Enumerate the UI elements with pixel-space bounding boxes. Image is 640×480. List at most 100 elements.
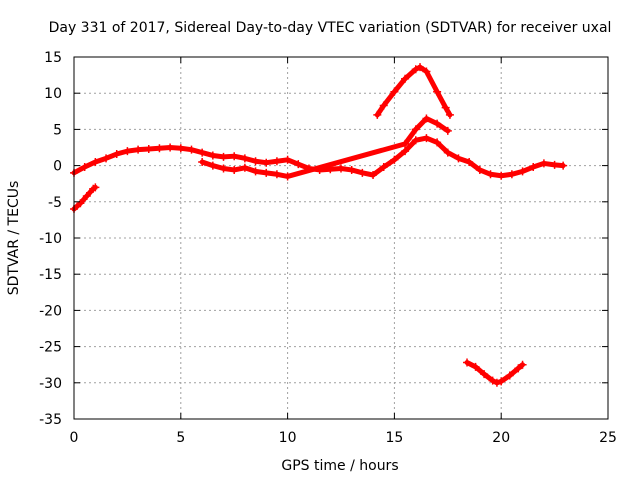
data-point [208,161,217,170]
data-point [441,103,450,112]
data-point [454,154,463,163]
data-point [529,163,538,172]
data-point [514,364,523,373]
y-tick-label: 15 [44,50,62,66]
data-point [411,65,420,74]
data-point [230,165,239,174]
data-point [112,150,121,159]
data-point [445,110,454,119]
data-point [272,170,281,179]
data-point [187,145,196,154]
data-point [251,157,260,166]
data-point [80,163,89,172]
data-point [463,358,472,367]
chart-title: Day 331 of 2017, Sidereal Day-to-day VTE… [49,20,612,36]
series-line-high-arc [374,64,453,118]
data-point [401,139,410,148]
plot-data [70,63,568,387]
data-point [155,144,164,153]
data-point [492,378,501,387]
y-tick-label: -15 [39,267,62,283]
data-point [422,134,431,143]
ticks: 0 5 10 15 20 25 -35 -30 -25 -20 -15 -10 -5 0 5 10 15 [39,50,617,446]
data-point [208,151,217,160]
y-tick-label: 10 [44,86,62,102]
y-tick-label: -10 [39,231,62,247]
data-point [559,161,568,170]
data-point [272,157,281,166]
data-point [422,114,431,123]
data-point [166,143,175,152]
data-point [369,171,378,180]
data-point [480,370,489,379]
data-point [488,376,497,385]
x-tick-label: 5 [176,430,185,446]
data-point [283,172,292,181]
data-point [379,101,388,110]
data-point [401,147,410,156]
data-point [240,163,249,172]
data-point [422,67,431,76]
data-point [358,168,367,177]
data-point [539,159,548,168]
x-tick-label: 0 [70,430,79,446]
data-point [144,144,153,153]
y-tick-label: 5 [53,122,62,138]
data-point [471,362,480,371]
data-point [283,155,292,164]
x-axis-label: GPS time / hours [281,458,398,474]
data-point [102,154,111,163]
x-tick-label: 10 [279,430,297,446]
data-point [82,192,91,201]
data-point [262,158,271,167]
data-point [411,136,420,145]
y-tick-label: -20 [39,303,62,319]
data-point [443,126,452,135]
data-point [518,360,527,369]
data-point [411,125,420,134]
y-tick-label: -35 [39,412,62,428]
data-point [123,147,132,156]
data-point [550,160,559,169]
data-point [373,110,382,119]
data-point [262,168,271,177]
data-point [379,163,388,172]
data-point [507,170,516,179]
data-point [486,170,495,179]
y-tick-label: -30 [39,376,62,392]
data-point [91,183,100,192]
x-tick-label: 15 [385,430,403,446]
data-point [219,152,228,161]
data-point [475,165,484,174]
data-point [401,74,410,83]
data-point [443,148,452,157]
data-point [176,144,185,153]
x-tick-label: 25 [599,430,617,446]
data-point [433,87,442,96]
y-axis-label: SDTVAR / TECUs [6,181,22,296]
data-point [390,87,399,96]
data-point [134,145,143,154]
data-point [91,157,100,166]
data-point [294,160,303,169]
y-tick-label: -5 [48,195,62,211]
grid [74,57,608,419]
data-point [347,165,356,174]
data-point [416,63,425,72]
y-tick-label: -25 [39,340,62,356]
data-point [390,155,399,164]
data-point [198,148,207,157]
series-line-early-dip [71,184,98,212]
data-point [219,164,228,173]
data-point [433,138,442,147]
y-tick-label: 0 [53,159,62,175]
data-point [497,377,506,386]
x-tick-label: 20 [492,430,510,446]
data-point [198,157,207,166]
data-point [518,167,527,176]
data-point [505,371,514,380]
data-point [337,164,345,173]
data-point [251,167,260,176]
data-point [76,199,85,208]
